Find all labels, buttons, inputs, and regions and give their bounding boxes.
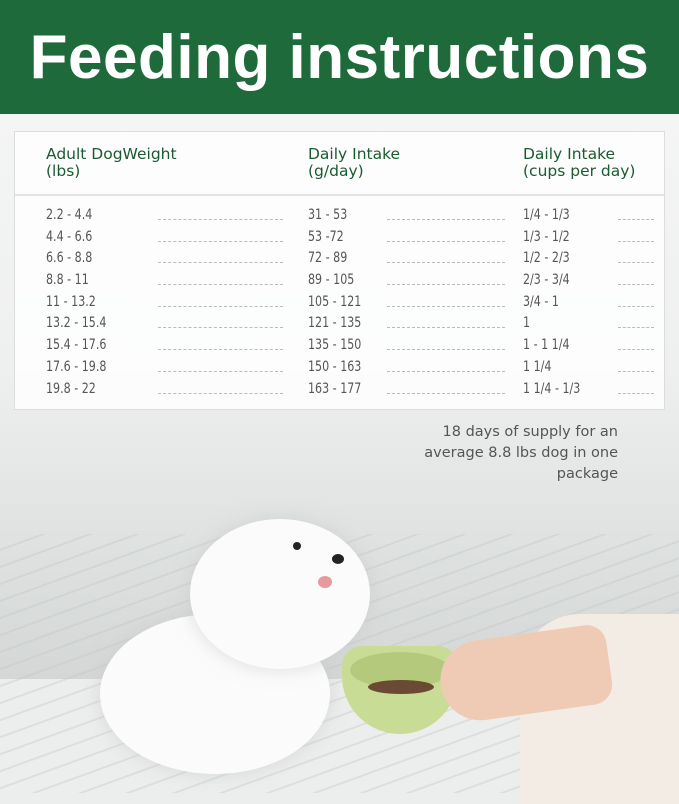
dotted-leader bbox=[387, 370, 505, 372]
table-cell: 8.8 - 11 bbox=[46, 272, 89, 289]
dotted-leader bbox=[387, 392, 505, 394]
table-row: 19.8 - 22 163 - 177 1 1/4 - 1/3 bbox=[15, 380, 664, 402]
table-cell: 135 - 150 bbox=[308, 337, 362, 354]
dotted-leader bbox=[387, 327, 505, 329]
table-cell: 15.4 - 17.6 bbox=[46, 337, 107, 354]
header-grams: Daily Intake (g/day) bbox=[308, 146, 400, 180]
header-line: Adult DogWeight bbox=[46, 145, 177, 163]
dotted-leader bbox=[618, 392, 654, 394]
dotted-leader bbox=[618, 262, 654, 264]
table-row: 2.2 - 4.4 31 - 53 1/4 - 1/3 bbox=[15, 206, 664, 228]
table-row: 15.4 - 17.6 135 - 150 1 - 1 1/4 bbox=[15, 336, 664, 358]
table-cell: 1 bbox=[523, 315, 531, 332]
dotted-leader bbox=[158, 240, 283, 242]
header-cups: Daily Intake (cups per day) bbox=[523, 146, 635, 180]
header-line: Daily Intake bbox=[523, 145, 616, 163]
table-row: 13.2 - 15.4 121 - 135 1 bbox=[15, 314, 664, 336]
dotted-leader bbox=[387, 349, 505, 351]
table-row: 6.6 - 8.8 72 - 89 1/2 - 2/3 bbox=[15, 249, 664, 271]
table-body: 2.2 - 4.4 31 - 53 1/4 - 1/3 4.4 - 6.6 53 -72… bbox=[15, 206, 664, 401]
table-cell: 11 - 13.2 bbox=[46, 293, 96, 310]
dotted-leader bbox=[158, 262, 283, 264]
dotted-leader bbox=[158, 370, 283, 372]
table-cell: 1 - 1 1/4 bbox=[523, 337, 570, 354]
dog-food bbox=[368, 680, 434, 694]
table-cell: 163 - 177 bbox=[308, 380, 362, 397]
table-cell: 13.2 - 15.4 bbox=[46, 315, 107, 332]
header-line: (lbs) bbox=[46, 162, 81, 180]
table-cell: 89 - 105 bbox=[308, 272, 355, 289]
table-cell: 121 - 135 bbox=[308, 315, 362, 332]
table-row: 11 - 13.2 105 - 121 3/4 - 1 bbox=[15, 293, 664, 315]
table-cell: 4.4 - 6.6 bbox=[46, 228, 93, 245]
table-cell: 2.2 - 4.4 bbox=[46, 207, 93, 223]
dotted-leader bbox=[387, 219, 505, 220]
table-cell: 17.6 - 19.8 bbox=[46, 358, 107, 375]
dotted-leader bbox=[158, 305, 283, 307]
table-cell: 53 -72 bbox=[308, 228, 344, 245]
table-row: 8.8 - 11 89 - 105 2/3 - 3/4 bbox=[15, 271, 664, 293]
table-cell: 1/3 - 1/2 bbox=[523, 228, 570, 245]
table-cell: 19.8 - 22 bbox=[46, 380, 96, 397]
dog-nose bbox=[332, 554, 344, 564]
table-cell: 150 - 163 bbox=[308, 358, 362, 375]
header-line: Daily Intake bbox=[308, 145, 401, 163]
dotted-leader bbox=[618, 327, 654, 329]
dotted-leader bbox=[158, 392, 283, 394]
table-row: 4.4 - 6.6 53 -72 1/3 - 1/2 bbox=[15, 228, 664, 250]
dotted-leader bbox=[618, 219, 654, 220]
dog-tongue bbox=[318, 576, 332, 588]
dotted-leader bbox=[618, 370, 654, 372]
table-cell: 31 - 53 bbox=[308, 207, 348, 223]
dotted-leader bbox=[158, 219, 283, 220]
dog-eye bbox=[293, 542, 301, 550]
feeding-table: Adult DogWeight (lbs) Daily Intake (g/day)… bbox=[14, 131, 665, 410]
page-title: Feeding instructions bbox=[29, 22, 650, 92]
dotted-leader bbox=[387, 240, 505, 242]
dotted-leader bbox=[618, 240, 654, 242]
table-cell: 1 1/4 bbox=[523, 358, 552, 375]
table-row: 17.6 - 19.8 150 - 163 1 1/4 bbox=[15, 358, 664, 380]
table-cell: 1/2 - 2/3 bbox=[523, 250, 570, 267]
table-cell: 3/4 - 1 bbox=[523, 293, 559, 310]
table-header: Adult DogWeight (lbs) Daily Intake (g/day)… bbox=[15, 132, 664, 196]
table-cell: 1/4 - 1/3 bbox=[523, 207, 570, 223]
dotted-leader bbox=[618, 349, 654, 351]
dotted-leader bbox=[158, 349, 283, 351]
dog-head bbox=[190, 519, 370, 669]
dotted-leader bbox=[618, 284, 654, 286]
header-line: (cups per day) bbox=[523, 162, 636, 180]
table-cell: 6.6 - 8.8 bbox=[46, 250, 93, 267]
supply-note: 18 days of supply for an average 8.8 lbs… bbox=[424, 424, 618, 482]
table-cell: 72 - 89 bbox=[308, 250, 348, 267]
header-weight: Adult DogWeight (lbs) bbox=[46, 146, 177, 180]
title-banner: Feeding instructions bbox=[0, 0, 679, 114]
dotted-leader bbox=[387, 284, 505, 286]
dotted-leader bbox=[387, 305, 505, 307]
table-cell: 1 1/4 - 1/3 bbox=[523, 380, 581, 397]
table-cell: 2/3 - 3/4 bbox=[523, 272, 570, 289]
dotted-leader bbox=[387, 262, 505, 264]
dotted-leader bbox=[158, 284, 283, 286]
dotted-leader bbox=[618, 305, 654, 307]
dotted-leader bbox=[158, 327, 283, 329]
table-cell: 105 - 121 bbox=[308, 293, 362, 310]
header-line: (g/day) bbox=[308, 162, 364, 180]
